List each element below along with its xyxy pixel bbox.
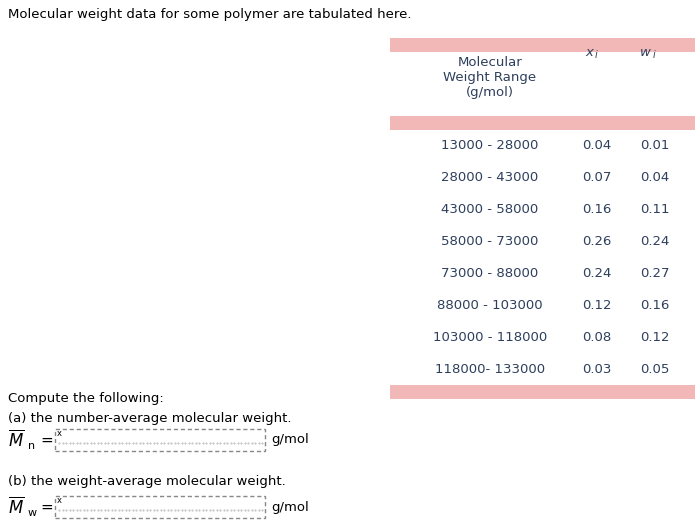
Text: 0.05: 0.05 — [640, 363, 670, 376]
Text: $\overline{M}$: $\overline{M}$ — [8, 497, 25, 517]
Text: 0.27: 0.27 — [640, 267, 670, 280]
Bar — [390, 38, 695, 52]
Text: 0.16: 0.16 — [582, 203, 612, 216]
Text: (b) the weight-average molecular weight.: (b) the weight-average molecular weight. — [8, 475, 286, 488]
Text: Molecular
Weight Range
(g/mol): Molecular Weight Range (g/mol) — [443, 56, 537, 99]
Bar — [390, 385, 695, 399]
Text: 0.08: 0.08 — [582, 331, 612, 343]
Text: w: w — [28, 508, 37, 518]
Bar — [55, 496, 265, 518]
Text: 13000 - 28000: 13000 - 28000 — [441, 139, 539, 153]
Text: i: i — [653, 50, 656, 60]
Text: 0.04: 0.04 — [582, 139, 612, 153]
Text: 0.12: 0.12 — [582, 299, 612, 312]
Text: 103000 - 118000: 103000 - 118000 — [433, 331, 547, 343]
Text: x: x — [585, 46, 593, 59]
Text: (a) the number-average molecular weight.: (a) the number-average molecular weight. — [8, 412, 291, 425]
Bar — [55, 429, 265, 451]
Text: 0.16: 0.16 — [640, 299, 670, 312]
Bar — [390, 116, 695, 130]
Text: g/mol: g/mol — [271, 500, 309, 514]
Text: 0.24: 0.24 — [640, 235, 670, 248]
Text: 118000- 133000: 118000- 133000 — [435, 363, 545, 376]
Text: =: = — [40, 432, 52, 447]
Text: 0.12: 0.12 — [640, 331, 670, 343]
Text: 73000 - 88000: 73000 - 88000 — [442, 267, 538, 280]
Text: Compute the following:: Compute the following: — [8, 392, 164, 405]
Text: x: x — [57, 429, 62, 438]
Text: Molecular weight data for some polymer are tabulated here.: Molecular weight data for some polymer a… — [8, 8, 412, 21]
Text: 88000 - 103000: 88000 - 103000 — [438, 299, 542, 312]
Text: x: x — [57, 496, 62, 505]
Text: 0.04: 0.04 — [640, 171, 670, 184]
Text: i: i — [595, 50, 598, 60]
Text: 0.26: 0.26 — [582, 235, 612, 248]
Text: =: = — [40, 499, 52, 515]
Text: g/mol: g/mol — [271, 434, 309, 446]
Text: 28000 - 43000: 28000 - 43000 — [442, 171, 538, 184]
Text: 0.24: 0.24 — [582, 267, 612, 280]
Text: 0.03: 0.03 — [582, 363, 612, 376]
Text: 0.07: 0.07 — [582, 171, 612, 184]
Text: $\overline{M}$: $\overline{M}$ — [8, 429, 25, 450]
Text: n: n — [28, 441, 35, 451]
Text: 43000 - 58000: 43000 - 58000 — [442, 203, 538, 216]
Text: 0.11: 0.11 — [640, 203, 670, 216]
Text: 0.01: 0.01 — [640, 139, 670, 153]
Text: w: w — [640, 46, 651, 59]
Text: 58000 - 73000: 58000 - 73000 — [441, 235, 539, 248]
